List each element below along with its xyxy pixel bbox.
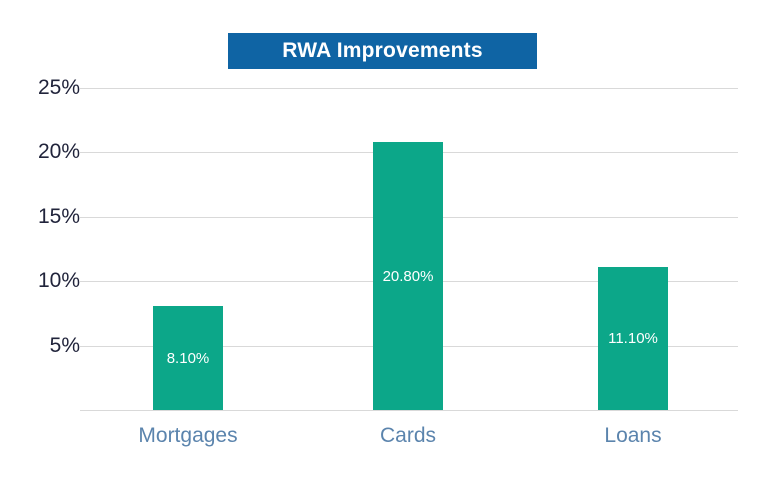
y-tick-label-15pct: 15% bbox=[37, 205, 80, 228]
x-category-label-cards: Cards bbox=[379, 424, 437, 447]
y-tick-label-25pct: 25% bbox=[37, 76, 80, 99]
bar-value-label-cards: 20.80% bbox=[382, 267, 434, 285]
y-tick-label-20pct: 20% bbox=[37, 140, 80, 163]
bar-cards: 20.80% bbox=[373, 142, 443, 410]
bar-mortgages: 8.10% bbox=[153, 306, 223, 410]
y-tick-label-10pct: 10% bbox=[37, 269, 80, 292]
baseline-gridline bbox=[80, 410, 738, 411]
y-tick-label-5pct: 5% bbox=[49, 334, 80, 357]
bar-value-label-loans: 11.10% bbox=[608, 330, 658, 347]
gridline-25pct bbox=[80, 88, 738, 89]
chart-title-banner: RWA Improvements bbox=[228, 33, 537, 69]
bar-value-label-mortgages: 8.10% bbox=[166, 349, 210, 367]
bar-loans: 11.10% bbox=[598, 267, 668, 410]
chart-title: RWA Improvements bbox=[282, 39, 483, 62]
x-category-label-mortgages: Mortgages bbox=[138, 424, 238, 447]
x-category-label-loans: Loans bbox=[604, 424, 662, 447]
